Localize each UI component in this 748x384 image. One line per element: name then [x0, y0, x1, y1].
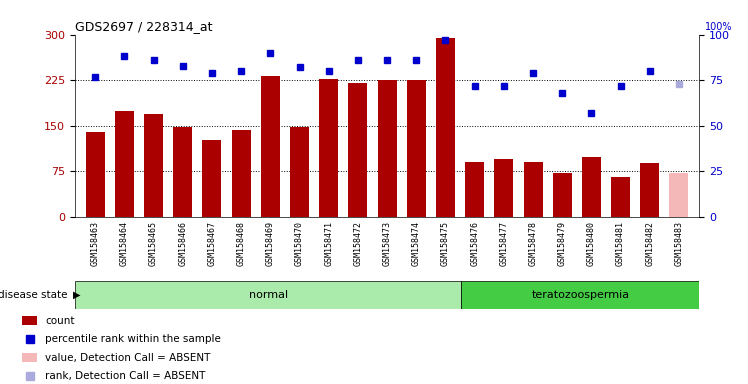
Bar: [465, 162, 484, 217]
Bar: [611, 177, 630, 217]
Text: teratozoospermia: teratozoospermia: [531, 290, 630, 300]
Text: GSM158474: GSM158474: [412, 220, 421, 266]
Bar: [86, 132, 105, 217]
Text: rank, Detection Call = ABSENT: rank, Detection Call = ABSENT: [45, 371, 205, 381]
Text: 100%: 100%: [705, 22, 732, 32]
Bar: [22, 316, 37, 325]
Text: GSM158476: GSM158476: [470, 220, 479, 266]
Text: GSM158467: GSM158467: [207, 220, 216, 266]
Bar: [22, 353, 37, 362]
Bar: [640, 164, 659, 217]
Bar: [144, 114, 163, 217]
Text: GSM158483: GSM158483: [675, 220, 684, 266]
Text: GSM158463: GSM158463: [91, 220, 99, 266]
Text: count: count: [45, 316, 74, 326]
Text: value, Detection Call = ABSENT: value, Detection Call = ABSENT: [45, 353, 210, 363]
Text: GSM158473: GSM158473: [382, 220, 392, 266]
Text: GSM158471: GSM158471: [324, 220, 333, 266]
Bar: [115, 111, 134, 217]
Bar: [407, 80, 426, 217]
Bar: [669, 173, 688, 217]
Text: GSM158477: GSM158477: [500, 220, 509, 266]
Bar: [524, 162, 542, 217]
Bar: [462, 281, 699, 309]
Text: GSM158469: GSM158469: [266, 220, 275, 266]
Text: GSM158480: GSM158480: [587, 220, 596, 266]
Bar: [349, 83, 367, 217]
Bar: [290, 127, 309, 217]
Bar: [261, 76, 280, 217]
Bar: [582, 157, 601, 217]
Text: GSM158465: GSM158465: [149, 220, 158, 266]
Bar: [436, 38, 455, 217]
Text: GDS2697 / 228314_at: GDS2697 / 228314_at: [75, 20, 212, 33]
Bar: [203, 140, 221, 217]
Text: ▶: ▶: [73, 290, 81, 300]
Text: GSM158468: GSM158468: [236, 220, 245, 266]
Text: GSM158478: GSM158478: [529, 220, 538, 266]
Text: GSM158464: GSM158464: [120, 220, 129, 266]
Bar: [494, 159, 513, 217]
Text: GSM158479: GSM158479: [558, 220, 567, 266]
Text: GSM158482: GSM158482: [646, 220, 654, 266]
Bar: [232, 130, 251, 217]
Text: GSM158481: GSM158481: [616, 220, 625, 266]
Bar: [174, 127, 192, 217]
Bar: [553, 173, 571, 217]
Bar: [378, 80, 396, 217]
Bar: [75, 281, 462, 309]
Text: disease state: disease state: [0, 290, 67, 300]
Bar: [319, 79, 338, 217]
Text: GSM158470: GSM158470: [295, 220, 304, 266]
Text: GSM158475: GSM158475: [441, 220, 450, 266]
Text: normal: normal: [248, 290, 288, 300]
Text: GSM158466: GSM158466: [178, 220, 187, 266]
Text: GSM158472: GSM158472: [353, 220, 362, 266]
Text: percentile rank within the sample: percentile rank within the sample: [45, 334, 221, 344]
